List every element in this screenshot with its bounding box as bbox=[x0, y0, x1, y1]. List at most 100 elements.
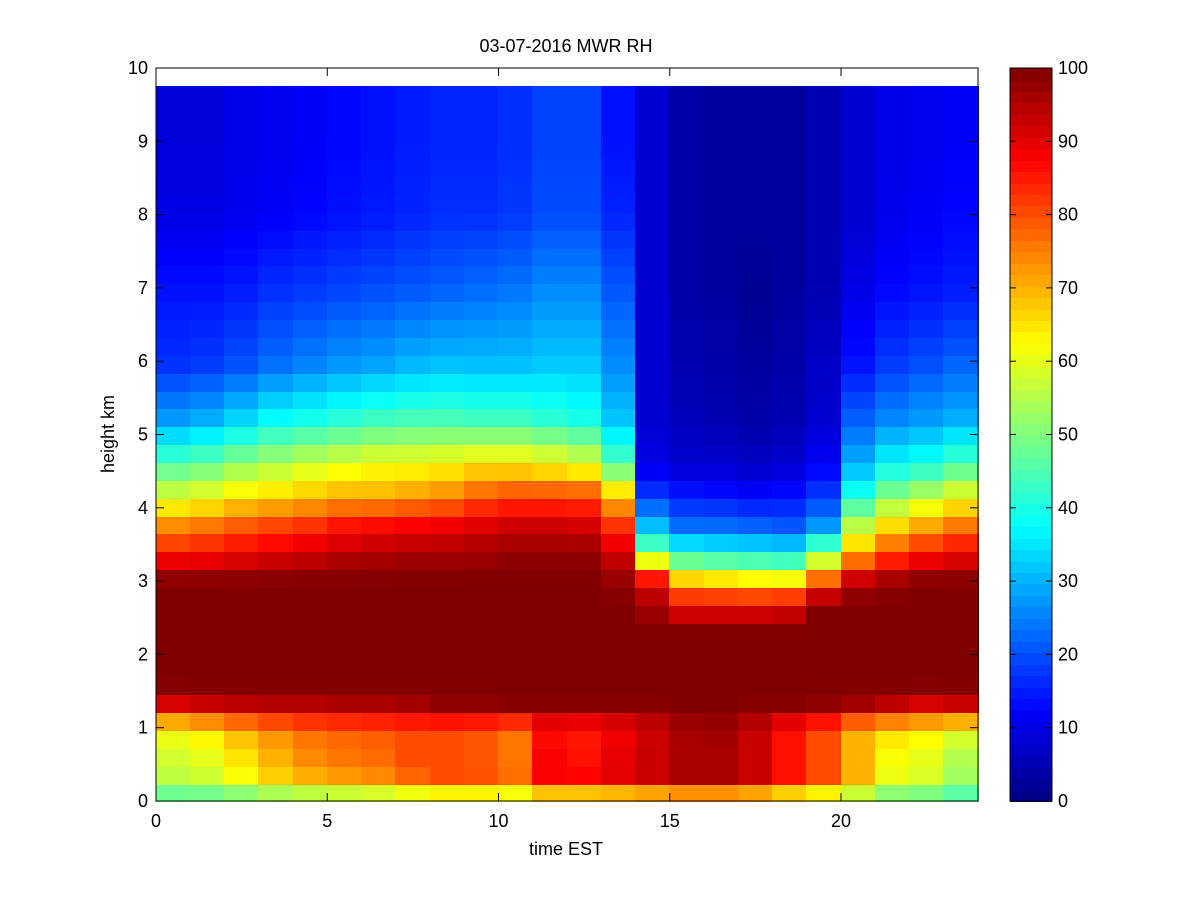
heatmap-cell bbox=[156, 532, 192, 552]
heatmap-cell bbox=[327, 425, 363, 445]
heatmap-cell bbox=[772, 783, 808, 802]
heatmap-cell bbox=[395, 300, 431, 320]
heatmap-cell bbox=[430, 282, 466, 302]
heatmap-cell bbox=[156, 157, 192, 177]
colorbar-segment bbox=[1010, 297, 1052, 310]
heatmap-cell bbox=[909, 390, 945, 409]
heatmap-cell bbox=[361, 157, 397, 177]
heatmap-cell bbox=[943, 479, 979, 499]
heatmap-cell bbox=[635, 211, 671, 231]
colorbar-segment bbox=[1010, 113, 1052, 126]
heatmap-cell bbox=[224, 461, 260, 481]
heatmap-cell bbox=[704, 300, 740, 320]
colorbar-segment bbox=[1010, 503, 1052, 516]
heatmap-cell bbox=[498, 157, 534, 177]
heatmap-cell bbox=[772, 86, 808, 106]
heatmap-cell bbox=[909, 300, 945, 320]
y-tick-label: 3 bbox=[138, 571, 148, 591]
heatmap-cell bbox=[806, 658, 842, 677]
heatmap-cell bbox=[738, 640, 774, 660]
heatmap-cell bbox=[601, 479, 637, 499]
heatmap-cell bbox=[464, 122, 500, 141]
colorbar-segment bbox=[1010, 457, 1052, 470]
heatmap-cell bbox=[190, 282, 226, 302]
heatmap-cell bbox=[224, 747, 260, 767]
heatmap-cell bbox=[430, 729, 466, 749]
heatmap-cell bbox=[258, 175, 294, 195]
heatmap-cell bbox=[601, 282, 637, 302]
heatmap-cell bbox=[464, 229, 500, 249]
heatmap-cell bbox=[601, 532, 637, 552]
x-axis-label: time EST bbox=[529, 839, 603, 859]
heatmap-cell bbox=[224, 425, 260, 445]
heatmap-cell bbox=[361, 532, 397, 552]
heatmap-cell bbox=[293, 247, 329, 266]
heatmap-cell bbox=[669, 461, 705, 481]
colorbar-segment bbox=[1010, 789, 1052, 802]
heatmap-cell bbox=[704, 104, 740, 124]
heatmap-cell bbox=[601, 229, 637, 249]
heatmap-cell bbox=[430, 193, 466, 213]
heatmap-cell bbox=[532, 104, 568, 124]
heatmap-cell bbox=[806, 586, 842, 606]
heatmap-cell bbox=[567, 622, 603, 642]
heatmap-cell bbox=[464, 693, 500, 713]
heatmap-cell bbox=[635, 497, 671, 517]
colorbar-segment bbox=[1010, 274, 1052, 287]
heatmap-cell bbox=[601, 640, 637, 660]
heatmap-cell bbox=[156, 264, 192, 284]
heatmap-cell bbox=[156, 729, 192, 749]
heatmap-cell bbox=[293, 229, 329, 249]
heatmap-cell bbox=[738, 586, 774, 606]
heatmap-cell bbox=[909, 139, 945, 159]
heatmap-cell bbox=[293, 318, 329, 338]
heatmap-cell bbox=[875, 157, 911, 177]
heatmap-cell bbox=[669, 711, 705, 731]
heatmap-cell bbox=[669, 783, 705, 802]
heatmap-cell bbox=[738, 461, 774, 481]
heatmap-cell bbox=[258, 336, 294, 356]
heatmap-cell bbox=[258, 658, 294, 677]
heatmap-cell bbox=[498, 479, 534, 499]
heatmap-cell bbox=[875, 658, 911, 677]
heatmap-cell bbox=[361, 211, 397, 231]
heatmap-cell bbox=[567, 497, 603, 517]
heatmap-cell bbox=[738, 550, 774, 570]
heatmap-cell bbox=[190, 336, 226, 356]
heatmap-cell bbox=[395, 532, 431, 552]
heatmap-cell bbox=[841, 568, 877, 588]
y-tick-label: 10 bbox=[128, 58, 148, 78]
heatmap-cell bbox=[806, 568, 842, 588]
heatmap-cell bbox=[156, 139, 192, 159]
colorbar-segment bbox=[1010, 342, 1052, 355]
heatmap-cell bbox=[669, 282, 705, 302]
heatmap-cell bbox=[806, 675, 842, 695]
heatmap-cell bbox=[361, 568, 397, 588]
heatmap-cell bbox=[430, 86, 466, 106]
heatmap-cell bbox=[943, 390, 979, 409]
colorbar-segment bbox=[1010, 79, 1052, 92]
heatmap-cell bbox=[361, 604, 397, 624]
heatmap-cell bbox=[532, 765, 568, 785]
heatmap-cell bbox=[669, 336, 705, 356]
heatmap-cell bbox=[293, 586, 329, 606]
heatmap-cell bbox=[258, 264, 294, 284]
heatmap-cell bbox=[156, 586, 192, 606]
heatmap-cell bbox=[430, 765, 466, 785]
heatmap-cell bbox=[841, 247, 877, 266]
heatmap-cell bbox=[532, 264, 568, 284]
heatmap-cell bbox=[806, 407, 842, 427]
heatmap-cell bbox=[156, 354, 192, 374]
heatmap-cell bbox=[704, 318, 740, 338]
heatmap-cell bbox=[532, 532, 568, 552]
colorbar-tick-label: 10 bbox=[1058, 718, 1078, 738]
heatmap-cell bbox=[361, 497, 397, 517]
heatmap-cell bbox=[738, 515, 774, 534]
heatmap-cell bbox=[532, 622, 568, 642]
heatmap-cell bbox=[156, 640, 192, 660]
heatmap-cell bbox=[498, 264, 534, 284]
heatmap-cell bbox=[395, 783, 431, 802]
heatmap-cell bbox=[327, 658, 363, 677]
heatmap-cell bbox=[532, 354, 568, 374]
heatmap-cell bbox=[258, 675, 294, 695]
